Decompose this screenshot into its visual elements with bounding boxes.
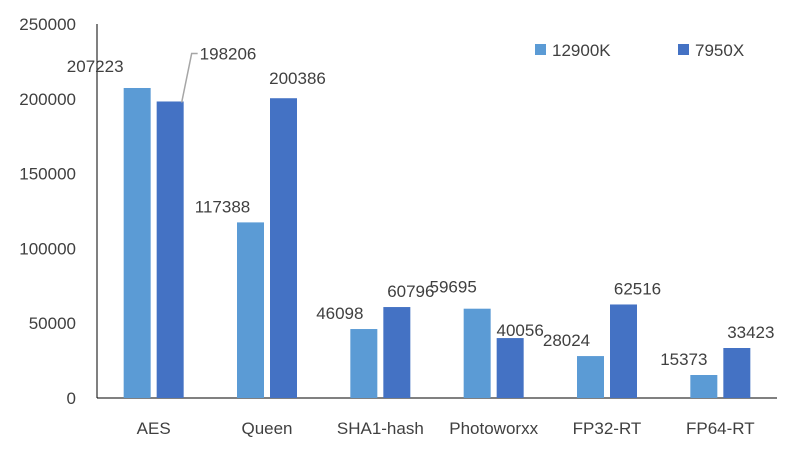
- x-tick-label: Photoworxx: [449, 419, 538, 438]
- y-tick-label: 0: [67, 389, 76, 408]
- leader-line: [180, 52, 198, 103]
- bar-7950X-AES: [156, 101, 184, 398]
- bar-12900K-AES: [123, 87, 151, 399]
- data-label: 40056: [497, 321, 544, 340]
- data-label: 117388: [195, 197, 250, 216]
- data-label: 15373: [660, 350, 707, 369]
- bars: [123, 87, 751, 399]
- x-tick-label: FP32-RT: [573, 419, 642, 438]
- data-label: 60796: [387, 282, 434, 301]
- bar-12900K-Photoworxx: [463, 308, 491, 398]
- y-tick-label: 250000: [19, 15, 76, 34]
- y-tick-label: 100000: [19, 239, 76, 258]
- legend-label: 12900K: [552, 41, 611, 60]
- data-label: 198206: [200, 44, 257, 63]
- legend-swatch: [535, 44, 546, 55]
- bar-7950X-FP32-RT: [610, 304, 637, 398]
- bar-12900K-SHA1-hash: [350, 329, 378, 398]
- bar-7950X-SHA1-hash: [383, 307, 411, 398]
- y-tick-label: 200000: [19, 90, 76, 109]
- bar-7950X-Queen: [270, 98, 297, 399]
- data-label: 33423: [727, 323, 774, 342]
- x-tick-label: Queen: [241, 419, 292, 438]
- bar-7950X-FP64-RT: [723, 347, 751, 398]
- x-tick-label: AES: [137, 419, 171, 438]
- legend: 12900K 7950X: [535, 41, 744, 60]
- data-label: 59695: [430, 278, 477, 297]
- legend-label: 7950X: [695, 41, 744, 60]
- bar-7950X-Photoworxx: [496, 338, 524, 398]
- data-label: 62516: [614, 279, 661, 298]
- bar-12900K-FP32-RT: [577, 356, 604, 398]
- x-tick-label: FP64-RT: [686, 419, 755, 438]
- data-label: 28024: [543, 331, 590, 350]
- data-label: 200386: [269, 69, 326, 88]
- legend-swatch: [678, 44, 689, 55]
- axes: 0 50000 100000 150000 200000 250000 AES Queen SH…: [19, 15, 777, 438]
- y-tick-label: 50000: [29, 314, 76, 333]
- data-label: 207223: [67, 57, 124, 76]
- y-tick-label: 150000: [19, 165, 76, 184]
- bar-12900K-FP64-RT: [690, 375, 718, 398]
- bar-12900K-Queen: [237, 222, 264, 398]
- x-tick-label: SHA1-hash: [337, 419, 424, 438]
- data-label: 46098: [316, 304, 363, 323]
